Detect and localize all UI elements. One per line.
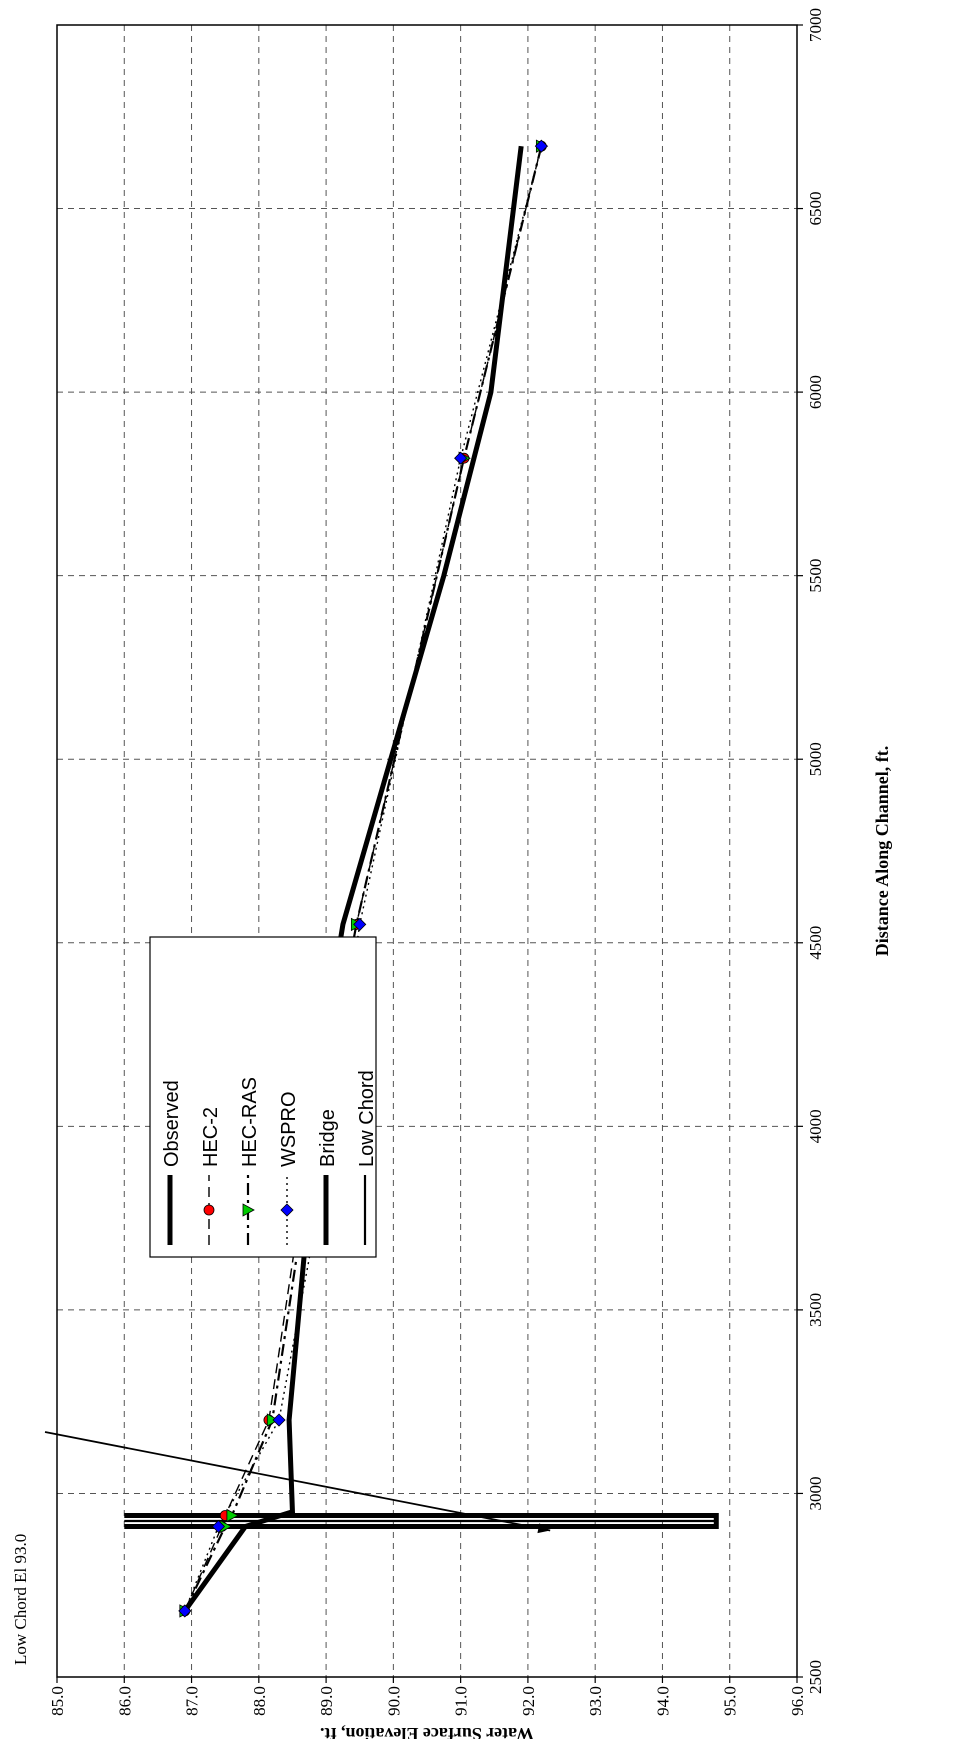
legend-label-low-chord: Low Chord: [356, 1070, 378, 1167]
data-point-wspro: [272, 1413, 286, 1427]
data-point-wspro: [353, 917, 367, 931]
y-tick-label: 85.0: [48, 1686, 67, 1716]
legend-label-hec-ras: HEC-RAS: [239, 1077, 261, 1167]
x-tick-label: 5500: [806, 559, 825, 593]
legend-label-observed: Observed: [161, 1080, 183, 1167]
x-tick-label: 2500: [806, 1660, 825, 1694]
x-tick-label: 7000: [806, 8, 825, 42]
y-tick-label: 96.0: [788, 1686, 807, 1716]
series-line-hec-ras: [183, 145, 543, 1612]
y-tick-label: 89.0: [317, 1686, 336, 1716]
data-point-wspro: [211, 1519, 226, 1534]
y-tick-label: 92.0: [519, 1686, 538, 1716]
y-tick-label: 91.0: [452, 1686, 471, 1716]
y-tick-label: 90.0: [384, 1686, 403, 1716]
y-tick-label: 86.0: [115, 1686, 134, 1716]
x-tick-label: 3500: [806, 1293, 825, 1327]
data-point-wspro: [534, 139, 548, 153]
legend-marker-wspro: [280, 1203, 294, 1217]
x-tick-label: 6500: [806, 192, 825, 226]
x-axis-title: Distance Along Channel, ft.: [872, 746, 892, 957]
x-tick-label: 4000: [806, 1109, 825, 1143]
x-tick-label: 6000: [806, 375, 825, 409]
legend-label-bridge: Bridge: [317, 1109, 339, 1167]
plot-frame: [56, 24, 798, 1678]
y-tick-label: 95.0: [721, 1686, 740, 1716]
y-axis-title: Water Surface Elevation, ft.: [320, 1724, 534, 1739]
x-tick-label: 4500: [806, 926, 825, 960]
data-point-hec-ras: [226, 1508, 239, 1523]
legend-marker-hec-ras: [242, 1203, 255, 1217]
x-tick-label: 5000: [806, 742, 825, 776]
y-tick-label: 94.0: [653, 1686, 672, 1716]
legend: Observed HEC-2 HEC-RAS WSPRO Bridge Low Chord: [149, 936, 378, 1258]
x-tick-label: 3000: [806, 1476, 825, 1510]
legend-label-hec-2: HEC-2: [200, 1107, 222, 1167]
y-tick-label: 87.0: [183, 1686, 202, 1716]
y-tick-label: 93.0: [586, 1686, 605, 1716]
low-chord-arrow: [44, 1431, 551, 1532]
low-chord-arrowhead: [537, 1523, 551, 1534]
legend-box: [149, 936, 377, 1258]
tick-labels: 2500 3000 3500 4000 4500 5000 5500 6000 6500 7000…: [48, 8, 825, 1716]
legend-label-wspro: WSPRO: [278, 1091, 300, 1167]
data-point-wspro: [454, 451, 468, 465]
data-point-wspro: [178, 1604, 192, 1618]
y-tick-label: 88.0: [250, 1686, 269, 1716]
legend-marker-hec-2: [203, 1204, 215, 1216]
low-chord-annotation: Low Chord El 93.0: [11, 1534, 30, 1665]
